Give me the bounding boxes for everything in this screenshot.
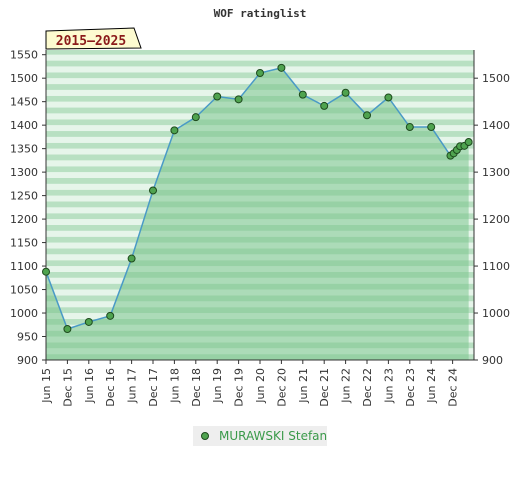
legend: MURAWSKI Stefan xyxy=(193,426,327,446)
data-point xyxy=(84,317,93,326)
area-fill xyxy=(46,67,469,361)
y-tick-label: 1100 xyxy=(10,260,38,273)
background-band xyxy=(46,54,474,61)
x-tick-label: Jun 20 xyxy=(254,368,267,404)
x-tick-label: Jun 17 xyxy=(126,368,139,404)
data-point xyxy=(213,92,222,101)
legend-marker xyxy=(201,432,209,440)
y-tick-label: 1550 xyxy=(10,49,38,62)
y-tick-label: 950 xyxy=(17,331,38,344)
x-tick-label: Dec 19 xyxy=(233,368,246,407)
x-tick-label: Dec 22 xyxy=(361,368,374,407)
data-point xyxy=(234,95,243,104)
chart-title: WOF ratinglist xyxy=(214,7,307,20)
y-tick-label: 1000 xyxy=(10,307,38,320)
y-tick-label-right: 1400 xyxy=(482,119,510,132)
data-point xyxy=(427,123,436,132)
x-tick-label: Jun 23 xyxy=(382,368,395,404)
data-point xyxy=(191,113,200,122)
y-tick-label-right: 1000 xyxy=(482,307,510,320)
data-point xyxy=(106,311,115,320)
x-tick-label: Jun 18 xyxy=(168,368,181,404)
x-tick-label: Dec 16 xyxy=(104,368,117,407)
data-point xyxy=(149,186,157,195)
y-tick-label: 1300 xyxy=(10,166,38,179)
data-point xyxy=(464,138,473,147)
data-point xyxy=(363,111,371,120)
y-tick-label-right: 900 xyxy=(482,354,503,367)
data-point xyxy=(320,101,329,110)
legend-box xyxy=(193,426,327,446)
x-tick-label: Jun 15 xyxy=(40,368,53,404)
axes: 900 950 1000 1050 1100 1150 1200 1250 1300 1350 14… xyxy=(10,49,510,407)
period-label: 2015–2025 xyxy=(56,34,126,49)
y-tick-label: 1050 xyxy=(10,284,38,297)
data-point xyxy=(127,254,136,263)
y-tick-label-right: 1500 xyxy=(482,72,510,85)
x-tick-label: Dec 18 xyxy=(190,368,203,407)
x-tick-label: Jun 16 xyxy=(83,368,96,404)
x-tick-label: Dec 20 xyxy=(275,368,288,407)
legend-label: MURAWSKI Stefan xyxy=(219,429,327,443)
x-tick-label: Jun 22 xyxy=(340,368,353,404)
data-point xyxy=(170,126,179,135)
x-tick-label: Jun 19 xyxy=(211,368,224,404)
x-tick-label: Dec 17 xyxy=(147,368,160,407)
data-point xyxy=(256,69,264,78)
background-band xyxy=(46,50,474,55)
x-tick-label: Dec 21 xyxy=(318,368,331,407)
data-point xyxy=(384,93,393,102)
y-tick-label-right: 1200 xyxy=(482,213,510,226)
y-tick-label-right: 1100 xyxy=(482,260,510,273)
y-tick-label: 1200 xyxy=(10,213,38,226)
background-band xyxy=(46,60,474,67)
y-tick-label: 1400 xyxy=(10,119,38,132)
period-badge-box xyxy=(45,27,142,50)
x-tick-label: Jun 24 xyxy=(425,368,438,404)
data-point xyxy=(42,267,50,276)
y-tick-label: 900 xyxy=(17,354,38,367)
y-tick-label: 1450 xyxy=(10,96,38,109)
data-point xyxy=(405,123,414,132)
x-tick-label: Dec 24 xyxy=(447,368,460,407)
data-point xyxy=(277,63,286,72)
y-tick-label: 1150 xyxy=(10,237,38,250)
y-tick-label: 1500 xyxy=(10,72,38,85)
data-point xyxy=(63,325,72,333)
y-tick-label-right: 1300 xyxy=(482,166,510,179)
y-tick-label: 1350 xyxy=(10,143,38,156)
x-tick-label: Dec 15 xyxy=(61,368,74,407)
x-tick-label: Dec 23 xyxy=(404,368,417,407)
x-tick-label: Jun 21 xyxy=(297,368,310,404)
data-points xyxy=(42,63,473,333)
period-badge: 2015–2025 xyxy=(45,27,142,50)
data-point xyxy=(298,90,307,99)
data-point xyxy=(341,88,350,97)
y-tick-label: 1250 xyxy=(10,190,38,203)
